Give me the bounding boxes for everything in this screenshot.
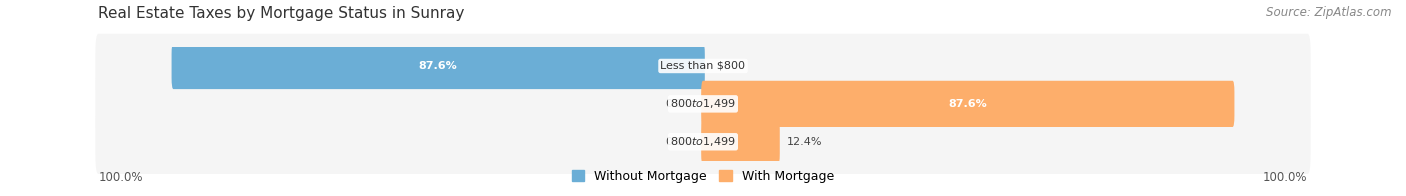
Text: $800 to $1,499: $800 to $1,499 [671, 97, 735, 110]
FancyBboxPatch shape [702, 119, 780, 165]
Text: $800 to $1,499: $800 to $1,499 [671, 135, 735, 148]
FancyBboxPatch shape [702, 81, 1234, 127]
FancyBboxPatch shape [96, 34, 1310, 98]
Text: 12.4%: 12.4% [787, 137, 823, 147]
Text: 87.6%: 87.6% [419, 61, 457, 71]
FancyBboxPatch shape [96, 110, 1310, 174]
Text: 100.0%: 100.0% [98, 171, 143, 184]
Text: Source: ZipAtlas.com: Source: ZipAtlas.com [1267, 6, 1392, 19]
Text: Less than $800: Less than $800 [661, 61, 745, 71]
Text: 0.0%: 0.0% [665, 99, 695, 109]
Text: 87.6%: 87.6% [949, 99, 987, 109]
Text: 0.0%: 0.0% [665, 137, 695, 147]
Text: 100.0%: 100.0% [1263, 171, 1308, 184]
Text: Real Estate Taxes by Mortgage Status in Sunray: Real Estate Taxes by Mortgage Status in … [98, 6, 465, 21]
FancyBboxPatch shape [172, 43, 704, 89]
Legend: Without Mortgage, With Mortgage: Without Mortgage, With Mortgage [567, 165, 839, 188]
FancyBboxPatch shape [96, 72, 1310, 136]
